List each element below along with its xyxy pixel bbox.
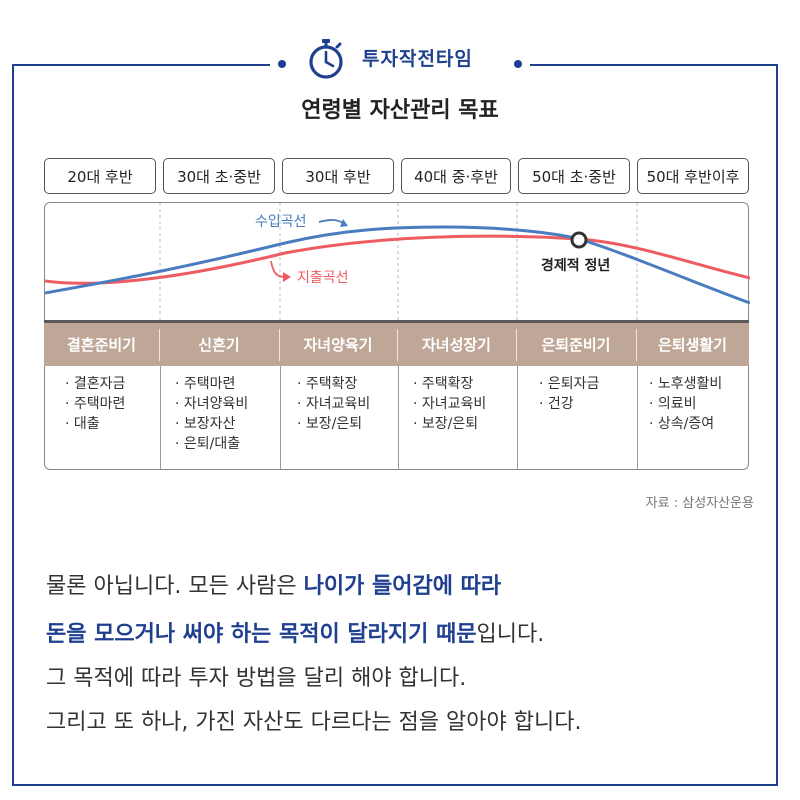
detail-divider <box>637 366 638 469</box>
detail-item: · 보장자산 <box>175 416 236 432</box>
body-line-2: 돈을 모으거나 써야 하는 목적이 달라지기 때문입니다. <box>46 616 766 648</box>
body-highlight: 나이가 들어감에 따라 <box>303 574 502 599</box>
detail-list-1: · 결혼자금 · 주택마련 · 대출 <box>65 374 125 434</box>
frame-right-border <box>776 64 778 786</box>
expense-label-arrowhead <box>283 272 291 282</box>
detail-divider <box>160 366 161 469</box>
detail-item: · 보장/은퇴 <box>413 416 479 432</box>
detail-item: · 자녀교육비 <box>297 396 371 412</box>
detail-divider <box>517 366 518 469</box>
detail-item: · 주택마련 <box>175 376 236 392</box>
expense-curve <box>45 234 750 285</box>
detail-item: · 주택마련 <box>65 396 126 412</box>
detail-item: · 자녀교육비 <box>413 396 487 412</box>
life-stage-5: 은퇴준비기 <box>541 336 611 354</box>
curve-chart: 수입곡선 지출곡선 경제적 정년 <box>44 202 750 321</box>
source-note: 자료 : 삼성자산운용 <box>645 496 754 511</box>
detail-item: · 결혼자금 <box>65 376 126 392</box>
header-dot-left <box>278 60 286 68</box>
expense-label-arrow <box>270 260 286 278</box>
body-text: 입니다. <box>476 622 545 647</box>
detail-divider <box>398 366 399 469</box>
detail-list-3: · 주택확장 · 자녀교육비 · 보장/은퇴 <box>297 374 370 434</box>
life-stage-3: 자녀양육기 <box>303 336 373 354</box>
expense-curve-label: 지출곡선 <box>297 270 349 286</box>
frame-left-border <box>12 64 14 786</box>
detail-item: · 대출 <box>65 416 100 432</box>
life-stage-2: 신혼기 <box>198 336 240 354</box>
income-label-arrow <box>318 219 346 225</box>
detail-list-6: · 노후생활비 · 의료비 · 상속/증여 <box>649 374 722 434</box>
income-curve-label: 수입곡선 <box>255 214 307 230</box>
age-group-3: 30대 후반 <box>282 158 394 194</box>
frame-bottom-border <box>12 784 778 786</box>
detail-item: · 은퇴/대출 <box>175 436 241 452</box>
brand-header: 투자작전타임 <box>270 32 530 82</box>
brand-title: 투자작전타임 <box>362 48 473 70</box>
detail-list-4: · 주택확장 · 자녀교육비 · 보장/은퇴 <box>413 374 486 434</box>
age-group-6: 50대 후반이후 <box>637 158 749 194</box>
body-text: 물론 아닙니다. 모든 사람은 <box>46 574 304 599</box>
retirement-peak-label: 경제적 정년 <box>541 258 611 274</box>
detail-list-5: · 은퇴자금 · 건강 <box>539 374 599 414</box>
stopwatch-icon <box>309 39 343 79</box>
detail-item: · 주택확장 <box>297 376 358 392</box>
life-stage-4: 자녀성장기 <box>421 336 491 354</box>
stage-details: · 결혼자금 · 주택마련 · 대출 · 주택마련 · 자녀양육비 · 보장자산… <box>44 366 749 470</box>
stage-divider <box>636 329 637 361</box>
detail-item: · 주택확장 <box>413 376 474 392</box>
stage-divider <box>159 329 160 361</box>
curve-svg <box>45 203 750 321</box>
detail-item: · 상속/증여 <box>649 416 715 432</box>
body-line-1: 물론 아닙니다. 모든 사람은 나이가 들어감에 따라 <box>46 568 766 600</box>
detail-item: · 은퇴자금 <box>539 376 600 392</box>
detail-item: · 자녀양육비 <box>175 396 249 412</box>
age-group-4: 40대 중·후반 <box>401 158 511 194</box>
body-line-3: 그 목적에 따라 투자 방법을 달리 해야 합니다. <box>46 666 467 691</box>
stage-divider <box>516 329 517 361</box>
stage-divider <box>397 329 398 361</box>
detail-item: · 의료비 <box>649 396 697 412</box>
body-line-4: 그리고 또 하나, 가진 자산도 다르다는 점을 알아야 합니다. <box>46 710 582 735</box>
detail-divider <box>280 366 281 469</box>
income-curve <box>45 225 750 305</box>
detail-item: · 보장/은퇴 <box>297 416 363 432</box>
life-stage-6: 은퇴생활기 <box>657 336 727 354</box>
header-dot-right <box>514 60 522 68</box>
age-group-2: 30대 초·중반 <box>163 158 275 194</box>
diagram-title: 연령별 자산관리 목표 <box>301 98 499 123</box>
detail-item: · 건강 <box>539 396 574 412</box>
detail-item: · 노후생활비 <box>649 376 723 392</box>
age-group-1: 20대 후반 <box>44 158 156 194</box>
income-label-arrowhead <box>340 219 348 227</box>
frame-top-border-right <box>518 64 778 66</box>
stage-divider <box>279 329 280 361</box>
life-stage-1: 결혼준비기 <box>66 336 136 354</box>
detail-list-2: · 주택마련 · 자녀양육비 · 보장자산 · 은퇴/대출 <box>175 374 248 454</box>
body-highlight: 돈을 모으거나 써야 하는 목적이 달라지기 때문 <box>46 622 477 647</box>
life-stage-bar: 결혼준비기 신혼기 자녀양육기 자녀성장기 은퇴준비기 은퇴생활기 <box>44 320 749 366</box>
retirement-peak-marker <box>570 231 588 249</box>
age-group-5: 50대 초·중반 <box>518 158 630 194</box>
frame-top-border-left <box>12 64 282 66</box>
